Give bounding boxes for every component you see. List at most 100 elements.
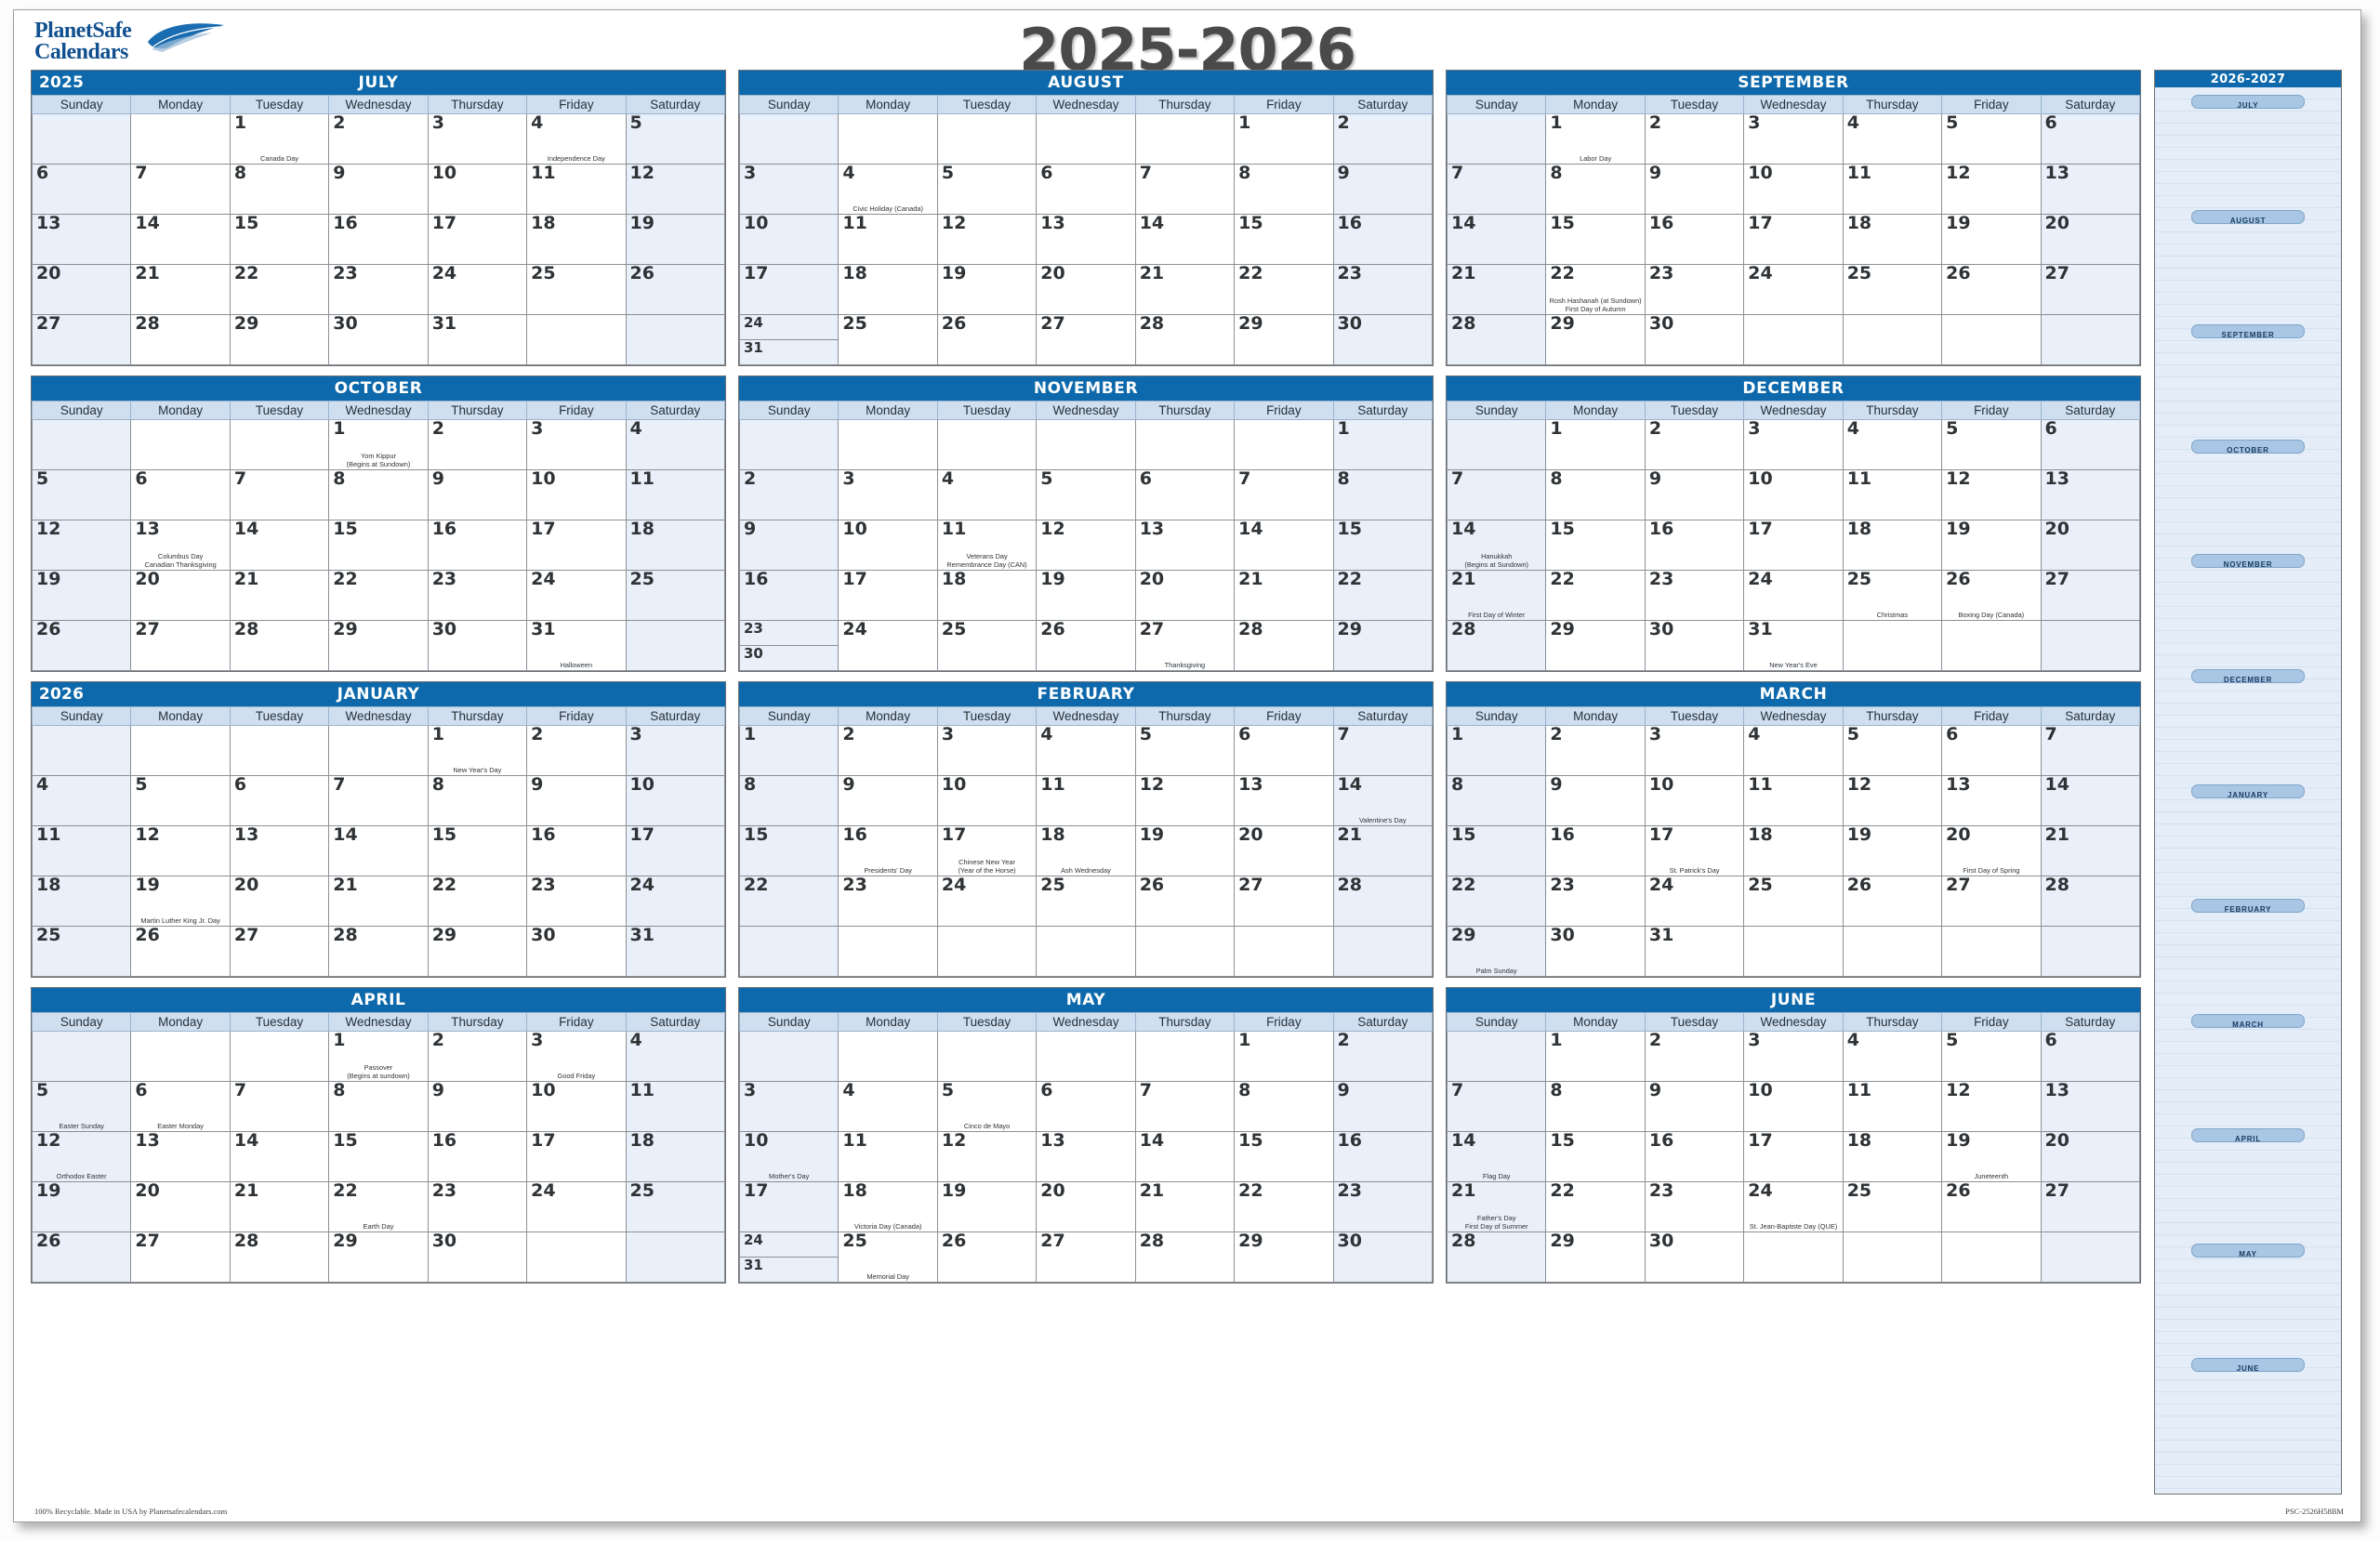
day-cell[interactable]: 6 — [31, 164, 132, 215]
sidebar-month-july[interactable]: JULY — [2191, 95, 2305, 110]
day-cell[interactable]: 19 — [936, 1181, 1038, 1232]
day-cell-empty[interactable] — [31, 113, 132, 165]
day-cell[interactable]: 20 — [2040, 1131, 2141, 1182]
day-cell[interactable]: 18 — [936, 570, 1038, 621]
day-cell-empty[interactable] — [130, 419, 231, 470]
day-cell[interactable]: 25 — [526, 264, 627, 315]
day-cell[interactable]: 28 — [1134, 1231, 1236, 1283]
day-cell-empty[interactable] — [1941, 620, 2042, 671]
day-cell-empty[interactable] — [838, 926, 938, 977]
day-cell[interactable]: 23 — [838, 876, 938, 927]
day-cell[interactable]: 27 — [1036, 1231, 1136, 1283]
day-cell[interactable]: 4 — [838, 1081, 938, 1132]
day-cell[interactable]: 21 Father's Day First Day of Summer — [1446, 1181, 1547, 1232]
day-cell[interactable]: 14 — [1134, 1131, 1236, 1182]
day-cell[interactable]: 19 — [1941, 214, 2042, 265]
day-cell-empty[interactable] — [1134, 1031, 1236, 1082]
day-cell[interactable]: 26 — [625, 264, 726, 315]
day-cell[interactable]: 4 Independence Day — [526, 113, 627, 165]
day-cell[interactable]: 5 — [1941, 419, 2042, 470]
day-cell[interactable]: 1 — [1332, 419, 1434, 470]
day-cell[interactable]: 27 — [31, 314, 132, 365]
day-cell[interactable]: 31 New Year's Eve — [1743, 620, 1844, 671]
day-cell[interactable]: 27 — [2040, 1181, 2141, 1232]
sidebar-month-may[interactable]: MAY — [2191, 1244, 2305, 1258]
day-cell[interactable]: 29 — [427, 926, 528, 977]
day-cell[interactable]: 7 — [1234, 469, 1334, 520]
day-cell-empty[interactable] — [31, 419, 132, 470]
day-cell[interactable]: 2 — [838, 725, 938, 776]
day-cell-split[interactable]: 24 31 — [738, 1231, 840, 1283]
day-cell[interactable]: 4 — [936, 469, 1038, 520]
day-cell[interactable]: 3 — [1743, 419, 1844, 470]
day-cell[interactable]: 2 — [526, 725, 627, 776]
sidebar-month-january[interactable]: JANUARY — [2191, 784, 2305, 799]
day-cell[interactable]: 3 — [427, 113, 528, 165]
day-cell-empty[interactable] — [526, 314, 627, 365]
day-cell-empty[interactable] — [936, 926, 1038, 977]
day-cell[interactable]: 16 — [1644, 520, 1745, 571]
day-cell[interactable]: 7 — [1332, 725, 1434, 776]
day-cell[interactable]: 16 — [1644, 1131, 1745, 1182]
day-cell[interactable]: 27 — [229, 926, 330, 977]
day-cell[interactable]: 20 — [2040, 214, 2141, 265]
day-cell[interactable]: 9 — [1644, 164, 1745, 215]
day-cell[interactable]: 21 — [1332, 825, 1434, 876]
day-cell[interactable]: 26 — [31, 1231, 132, 1283]
day-cell[interactable]: 29 — [328, 620, 429, 671]
day-cell[interactable]: 18 — [1842, 1131, 1943, 1182]
day-cell[interactable]: 8 — [229, 164, 330, 215]
day-cell[interactable]: 27 — [2040, 570, 2141, 621]
day-cell[interactable]: 9 — [427, 1081, 528, 1132]
day-cell[interactable]: 8 — [1332, 469, 1434, 520]
day-cell[interactable]: 22 — [1234, 264, 1334, 315]
day-cell[interactable]: 19 — [1842, 825, 1943, 876]
day-cell[interactable]: 17 — [738, 1181, 840, 1232]
day-cell[interactable]: 19 — [1134, 825, 1236, 876]
day-cell-empty[interactable] — [229, 725, 330, 776]
day-cell[interactable]: 14 Flag Day — [1446, 1131, 1547, 1182]
day-cell[interactable]: 24 — [1743, 264, 1844, 315]
day-cell[interactable]: 28 — [1446, 620, 1547, 671]
day-cell[interactable]: 12 — [936, 214, 1038, 265]
day-cell[interactable]: 13 — [31, 214, 132, 265]
day-cell[interactable]: 7 — [1446, 1081, 1547, 1132]
day-cell[interactable]: 8 — [1545, 164, 1646, 215]
day-cell[interactable]: 29 — [328, 1231, 429, 1283]
day-cell-empty[interactable] — [738, 113, 840, 165]
sidebar-notes-area[interactable]: JULY AUGUST SEPTEMBER OCTOBER NOVEMBER DECEMB… — [2155, 87, 2341, 1494]
day-cell[interactable]: 23 — [1644, 264, 1745, 315]
day-cell[interactable]: 28 — [130, 314, 231, 365]
day-cell[interactable]: 28 — [328, 926, 429, 977]
day-cell[interactable]: 16 Presidents' Day — [838, 825, 938, 876]
day-cell[interactable]: 15 — [1545, 1131, 1646, 1182]
day-cell[interactable]: 3 — [1743, 1031, 1844, 1082]
day-cell[interactable]: 26 — [130, 926, 231, 977]
day-cell[interactable]: 10 — [1743, 469, 1844, 520]
day-cell[interactable]: 10 — [526, 1081, 627, 1132]
day-cell-empty[interactable] — [2040, 620, 2141, 671]
day-cell-empty[interactable] — [1234, 419, 1334, 470]
day-cell[interactable]: 8 — [1545, 469, 1646, 520]
day-cell[interactable]: 19 — [936, 264, 1038, 315]
day-cell[interactable]: 6 — [2040, 1031, 2141, 1082]
day-cell[interactable]: 6 — [1036, 1081, 1136, 1132]
day-cell[interactable]: 6 — [2040, 419, 2141, 470]
day-cell[interactable]: 19 — [1036, 570, 1136, 621]
day-cell[interactable]: 22 — [328, 570, 429, 621]
day-cell[interactable]: 14 — [1234, 520, 1334, 571]
day-cell[interactable]: 6 — [130, 469, 231, 520]
day-cell[interactable]: 9 — [1332, 164, 1434, 215]
day-cell[interactable]: 7 — [1446, 469, 1547, 520]
day-cell[interactable]: 16 — [738, 570, 840, 621]
day-cell[interactable]: 3 — [625, 725, 726, 776]
day-cell-empty[interactable] — [1036, 113, 1136, 165]
day-cell-empty[interactable] — [936, 1031, 1038, 1082]
day-cell[interactable]: 30 — [1644, 620, 1745, 671]
day-cell[interactable]: 11 — [1842, 469, 1943, 520]
day-cell[interactable]: 21 — [229, 570, 330, 621]
day-cell[interactable]: 16 — [1332, 214, 1434, 265]
day-cell-empty[interactable] — [2040, 926, 2141, 977]
day-cell[interactable]: 7 — [229, 469, 330, 520]
day-cell[interactable]: 11 — [625, 1081, 726, 1132]
